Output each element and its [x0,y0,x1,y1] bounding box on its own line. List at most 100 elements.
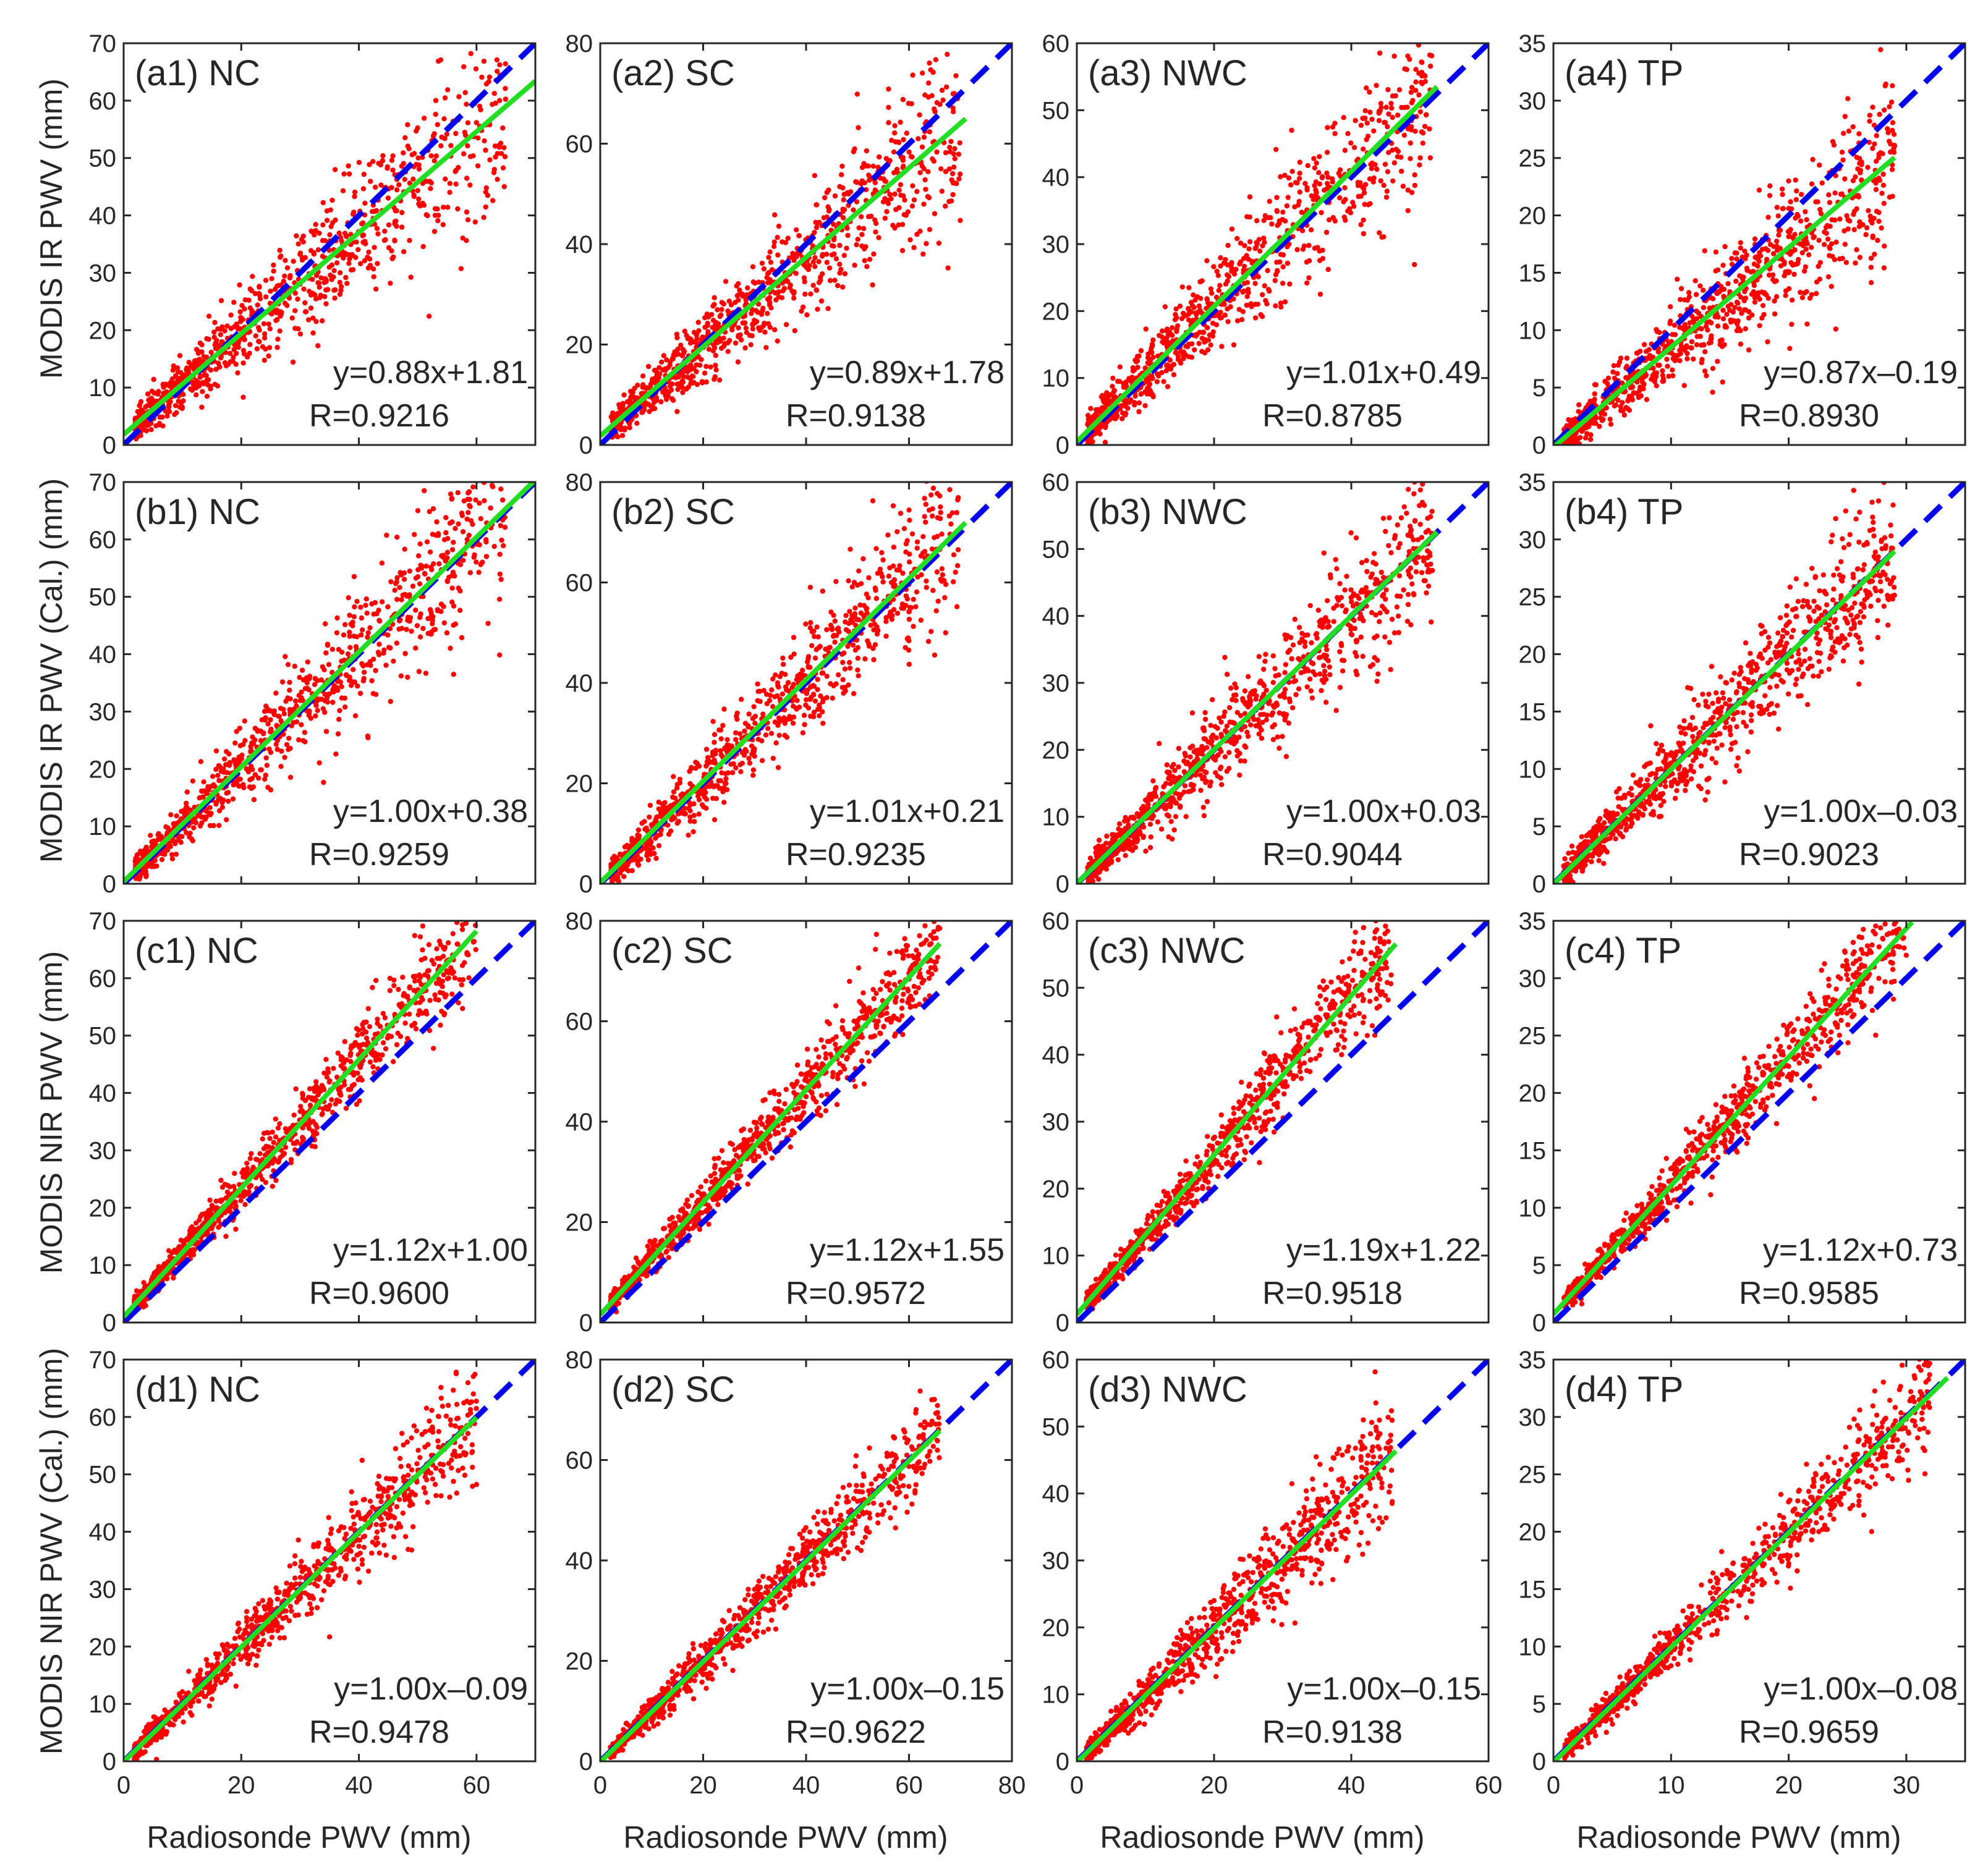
scatter-point [274,747,280,752]
scatter-point [417,634,423,640]
scatter-point [1170,363,1175,368]
scatter-point [297,675,302,680]
scatter-point [384,532,389,538]
scatter-point [893,206,899,213]
scatter-point [478,516,483,522]
scatter-point [1803,238,1809,244]
scatter-point [1325,125,1330,130]
scatter-point [211,329,217,335]
scatter-point [743,297,749,303]
scatter-point [445,536,451,541]
scatter-point [1593,420,1599,426]
scatter-point [1841,130,1846,136]
scatter-point [1876,154,1882,161]
scatter-point [1390,178,1396,184]
scatter-point [172,403,179,408]
scatter-point [1774,205,1780,210]
scatter-point [1883,81,1888,87]
scatter-point [756,325,762,331]
scatter-point [207,805,213,811]
scatter-point [719,300,725,305]
scatter-point [202,814,208,820]
scatter-point [279,748,284,754]
scatter-point [234,778,240,784]
scatter-point [1299,210,1304,215]
scatter-point [1773,239,1780,244]
scatter-point [205,382,211,388]
scatter-point [1789,321,1795,327]
scatter-point [1856,156,1863,161]
scatter-point [489,483,495,488]
scatter-point [355,247,361,253]
scatter-point [320,253,326,259]
scatter-point [1102,405,1107,411]
scatter-point [1385,87,1391,93]
scatter-point [794,227,799,233]
scatter-point [875,164,881,170]
scatter-point [492,143,498,149]
scatter-point [1289,169,1295,174]
scatter-point [380,158,386,164]
scatter-point [900,570,906,576]
scatter-point [814,220,820,226]
scatter-point [240,394,246,400]
scatter-point [1284,203,1290,209]
scatter-point [1405,208,1411,213]
scatter-point [652,376,657,381]
scatter-point [422,571,428,577]
scatter-point [252,726,258,731]
scatter-point [401,150,406,156]
scatter-point [833,256,839,261]
scatter-point [1576,408,1581,414]
scatter-point [1755,256,1761,262]
scatter-point [1882,243,1887,249]
scatter-point [278,253,284,259]
scatter-point [818,298,825,304]
scatter-point [386,222,392,228]
scatter-point [1684,350,1690,357]
scatter-point [226,798,231,804]
scatter-point [296,737,302,743]
scatter-point [766,269,772,276]
scatter-point [308,228,314,234]
scatter-point [502,154,508,159]
scatter-point [1358,122,1364,128]
panel-a4-tp-axes-frame [1552,42,1966,446]
scatter-point [1293,180,1299,185]
scatter-point [237,326,243,331]
scatter-point [1653,371,1659,377]
scatter-point [346,261,352,266]
scatter-point [447,190,452,195]
scatter-point [397,585,402,590]
scatter-point [647,802,653,808]
scatter-point [831,251,837,257]
scatter-point [491,91,497,96]
y-tick-label: 40 [566,231,593,258]
scatter-point [1320,174,1325,180]
scatter-point [1767,183,1773,188]
scatter-point [1382,120,1387,125]
scatter-point [723,279,729,284]
scatter-point [444,131,449,137]
scatter-point [1670,367,1675,373]
scatter-point [1274,208,1280,213]
scatter-point [231,782,237,787]
scatter-point [1174,329,1179,334]
scatter-point [920,534,926,540]
scatter-point [1823,224,1829,231]
scatter-point [503,474,508,479]
scatter-point [300,738,306,743]
scatter-point [476,469,481,474]
scatter-point [361,669,367,675]
scatter-point [690,379,697,385]
scatter-point [788,282,793,288]
scatter-point [413,645,418,651]
scatter-point [752,318,757,323]
scatter-point [495,177,500,182]
scatter-point [1874,133,1879,138]
y-tick-label: 40 [89,641,117,669]
scatter-point [656,806,662,812]
scatter-point [1312,165,1318,171]
scatter-point [747,332,753,338]
